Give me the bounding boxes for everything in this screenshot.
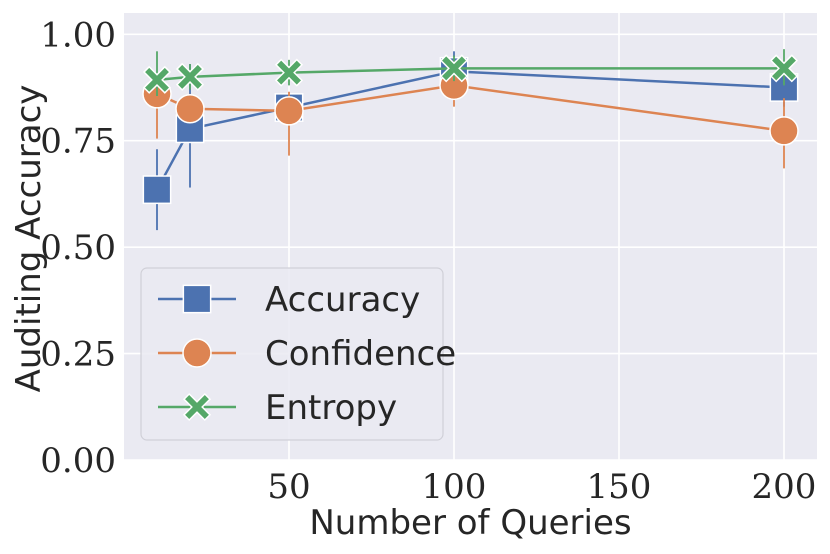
data-point [439, 54, 469, 83]
y-tick-label: 1.00 [40, 15, 116, 55]
x-tick-label: 150 [587, 467, 652, 507]
y-tick-label: 0.00 [40, 441, 116, 481]
data-point [142, 175, 172, 205]
x-tick-label: 50 [267, 467, 310, 507]
series-group [142, 49, 799, 231]
legend-label: Entropy [265, 388, 397, 428]
data-point [769, 54, 799, 83]
legend: Accuracy Confidence Entropy [140, 267, 456, 441]
data-point [175, 62, 205, 91]
y-axis-label: Auditing Accuracy [9, 85, 49, 393]
legend-entry: Entropy [158, 388, 397, 428]
data-point [175, 94, 205, 124]
legend-label: Accuracy [265, 280, 420, 320]
x-tick-label: 100 [422, 467, 487, 507]
data-point [142, 65, 172, 94]
legend-marker [182, 284, 212, 314]
legend-entry: Confidence [158, 334, 456, 374]
legend-entry: Accuracy [158, 280, 420, 320]
tick-labels: 0.00 0.25 0.50 0.75 1.00 50 100 150 200 [40, 15, 816, 507]
data-point [274, 96, 304, 126]
legend-frame [140, 267, 444, 441]
x-axis-label: Number of Queries [309, 503, 631, 543]
y-tick-label: 0.25 [40, 335, 116, 375]
series-entropy [142, 49, 799, 97]
legend-marker [182, 392, 212, 422]
data-point [274, 58, 304, 87]
legend-label: Confidence [265, 334, 456, 374]
data-point [769, 116, 799, 146]
y-tick-label: 0.75 [40, 122, 116, 162]
x-tick-label: 200 [752, 467, 817, 507]
y-tick-label: 0.50 [40, 228, 116, 268]
legend-marker [182, 338, 212, 368]
